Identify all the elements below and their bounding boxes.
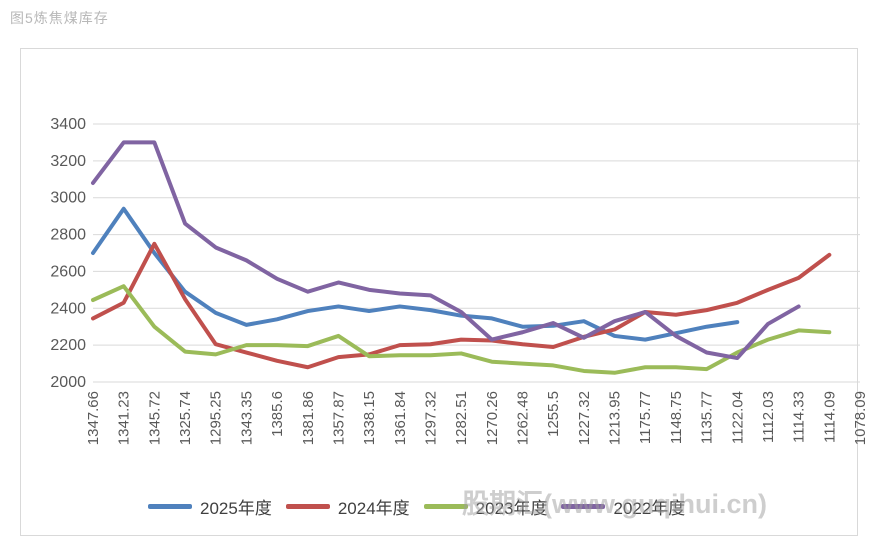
x-tick-5: 1343.35 [238, 391, 255, 445]
x-tick-21: 1122.04 [729, 391, 746, 444]
legend-item-2024: 2024年度 [285, 494, 410, 519]
legend-label-2025: 2025年度 [200, 499, 272, 518]
x-tick-20: 1135.77 [699, 391, 716, 444]
y-tick-3200: 3200 [50, 153, 86, 170]
x-tick-23: 1114.33 [791, 391, 808, 443]
x-tick-6: 1385.6 [269, 391, 286, 437]
x-tick-1: 1341.23 [116, 391, 133, 445]
x-tick-8: 1357.87 [330, 391, 347, 445]
series-line-2022年度 [91, 140, 801, 361]
x-tick-19: 1148.75 [668, 391, 685, 444]
figure-title: 图5炼焦煤库存 [10, 10, 109, 26]
x-tick-14: 1262.48 [515, 391, 532, 445]
legend-item-2022: 2022年度 [561, 494, 685, 519]
x-tick-7: 1381.86 [300, 391, 317, 445]
legend-item-2023: 2023年度 [423, 494, 548, 519]
x-tick-24: 1114.09 [821, 391, 838, 443]
y-tick-3000: 3000 [50, 190, 86, 207]
x-tick-0: 1347.66 [85, 391, 102, 445]
x-tick-12: 1282.51 [453, 391, 470, 445]
x-tick-10: 1361.84 [392, 391, 409, 445]
legend-swatch-2023 [423, 504, 468, 509]
x-tick-11: 1297.32 [422, 391, 439, 445]
x-tick-15: 1255.5 [545, 391, 562, 437]
x-tick-13: 1270.26 [484, 391, 501, 445]
x-tick-22: 1112.03 [760, 391, 777, 443]
x-tick-16: 1227.32 [576, 391, 593, 445]
x-tick-4: 1295.25 [208, 391, 225, 445]
chart-frame [20, 48, 858, 536]
y-tick-3400: 3400 [50, 116, 86, 133]
y-tick-2800: 2800 [50, 227, 86, 244]
legend-label-2023: 2023年度 [475, 499, 548, 518]
y-tick-2400: 2400 [50, 300, 86, 317]
y-tick-2000: 2000 [50, 374, 86, 391]
x-tick-2: 1345.72 [146, 391, 163, 445]
x-tick-3: 1325.74 [177, 391, 194, 445]
x-tick-25: 1078.09 [852, 391, 869, 445]
x-tick-9: 1338.15 [361, 391, 378, 445]
x-tick-18: 1175.77 [637, 391, 654, 444]
chart-legend: 2025年度 2024年度 2023年度 2022年度 [148, 494, 685, 519]
legend-swatch-2025 [148, 504, 192, 509]
legend-label-2024: 2024年度 [337, 499, 410, 518]
legend-item-2025: 2025年度 [148, 494, 272, 519]
series-line-2025年度 [91, 206, 740, 342]
series-line-2023年度 [91, 284, 832, 375]
y-tick-2200: 2200 [50, 337, 86, 354]
series-line-2024年度 [91, 241, 832, 370]
legend-label-2022: 2022年度 [613, 499, 686, 518]
legend-swatch-2024 [285, 504, 330, 509]
x-tick-17: 1213.95 [607, 391, 624, 445]
watermark: 股期汇(www.guqihui.cn) [462, 489, 767, 519]
y-tick-2600: 2600 [50, 263, 86, 280]
legend-swatch-2022 [561, 504, 606, 509]
